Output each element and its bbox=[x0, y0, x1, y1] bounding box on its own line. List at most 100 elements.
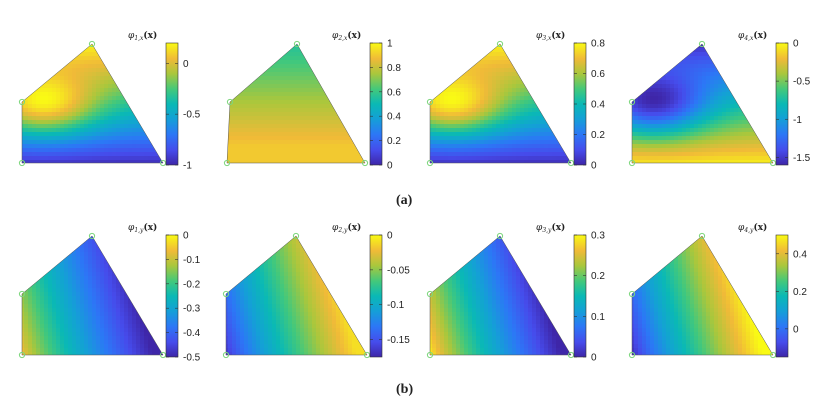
heatmap-cell bbox=[22, 136, 25, 141]
heatmap-cell bbox=[280, 124, 285, 129]
heatmap-cell bbox=[276, 68, 281, 73]
heatmap-cell bbox=[288, 80, 293, 85]
heatmap-cell bbox=[710, 156, 715, 161]
heatmap-cell bbox=[540, 56, 545, 61]
heatmap-cell bbox=[148, 236, 153, 241]
heatmap-cell bbox=[108, 44, 113, 49]
heatmap-cell bbox=[484, 56, 489, 61]
heatmap-cell bbox=[228, 156, 233, 161]
heatmap-cell bbox=[96, 44, 101, 45]
heatmap-cell bbox=[754, 88, 759, 93]
heatmap-cell bbox=[228, 76, 233, 81]
heatmap-cell bbox=[448, 112, 453, 117]
heatmap-cell bbox=[528, 156, 533, 161]
heatmap-cell bbox=[44, 156, 49, 161]
heatmap-cell bbox=[762, 44, 767, 49]
heatmap-cell bbox=[762, 92, 767, 97]
heatmap-cell bbox=[638, 104, 643, 109]
heatmap-cell bbox=[316, 84, 321, 89]
heatmap-cell bbox=[654, 72, 659, 77]
heatmap-cell bbox=[128, 56, 133, 61]
heatmap-cell bbox=[520, 108, 525, 113]
heatmap-cell bbox=[430, 60, 433, 65]
heatmap-cell bbox=[714, 104, 719, 109]
heatmap-cell bbox=[232, 80, 237, 85]
heatmap-cell bbox=[714, 140, 719, 145]
heatmap-cell bbox=[536, 128, 541, 133]
heatmap-cell bbox=[360, 164, 365, 169]
heatmap-cell bbox=[132, 124, 137, 129]
heatmap-cell bbox=[492, 140, 497, 145]
heatmap-cell bbox=[460, 164, 465, 169]
heatmap-cell bbox=[556, 116, 561, 121]
heatmap-cell bbox=[300, 140, 305, 145]
heatmap-cell bbox=[638, 92, 643, 97]
node-marker bbox=[18, 159, 26, 167]
heatmap-cell bbox=[40, 160, 45, 163]
heatmap-cell bbox=[148, 160, 153, 163]
heatmap-cell bbox=[48, 156, 53, 161]
heatmap-cell bbox=[160, 236, 163, 241]
heatmap-cell bbox=[746, 76, 751, 81]
heatmap-cell bbox=[440, 116, 445, 121]
heatmap-cell bbox=[240, 48, 245, 53]
heatmap-cell bbox=[504, 128, 509, 133]
heatmap-cell bbox=[632, 56, 635, 61]
heatmap-cell bbox=[448, 100, 453, 105]
heatmap-cell bbox=[634, 52, 639, 57]
heatmap-cell bbox=[308, 156, 313, 161]
heatmap-cell bbox=[88, 112, 93, 117]
heatmap-cell bbox=[670, 88, 675, 93]
heatmap-cell bbox=[770, 148, 773, 153]
heatmap-cell bbox=[758, 108, 763, 113]
heatmap-cell bbox=[544, 76, 549, 81]
heatmap-cell bbox=[344, 152, 349, 157]
heatmap-cell bbox=[32, 100, 37, 105]
heatmap-cell bbox=[288, 144, 293, 149]
heatmap-cell bbox=[256, 44, 261, 45]
heatmap-cell bbox=[476, 160, 481, 163]
heatmap-cell bbox=[568, 76, 571, 81]
heatmap-cell bbox=[512, 60, 517, 65]
heatmap-cell bbox=[436, 48, 441, 53]
heatmap-cell bbox=[642, 100, 647, 105]
heatmap-cell bbox=[252, 152, 257, 157]
heatmap-cell bbox=[136, 56, 141, 61]
heatmap-cell bbox=[124, 240, 129, 245]
heatmap-cell bbox=[528, 84, 533, 89]
heatmap-cell bbox=[670, 156, 675, 161]
heatmap-cell bbox=[268, 92, 273, 97]
heatmap-cell bbox=[68, 116, 73, 121]
heatmap-cell bbox=[348, 88, 353, 93]
heatmap-cell bbox=[244, 56, 249, 61]
heatmap-cell bbox=[758, 136, 763, 141]
heatmap-cell bbox=[112, 152, 117, 157]
heatmap-cell bbox=[642, 76, 647, 81]
heatmap-cell bbox=[694, 112, 699, 117]
heatmap-cell bbox=[710, 124, 715, 129]
heatmap-cell bbox=[272, 100, 277, 105]
heatmap-cell bbox=[360, 116, 365, 121]
heatmap-cell bbox=[124, 104, 129, 109]
heatmap-cell bbox=[646, 108, 651, 113]
heatmap-cell bbox=[280, 84, 285, 89]
heatmap-cell bbox=[556, 44, 561, 49]
heatmap-cell bbox=[100, 100, 105, 105]
heatmap-cell bbox=[332, 148, 337, 153]
heatmap-cell bbox=[674, 140, 679, 145]
heatmap-cell bbox=[160, 64, 163, 69]
heatmap-cell bbox=[272, 148, 277, 153]
heatmap-cell bbox=[132, 96, 137, 101]
heatmap-cell bbox=[714, 124, 719, 129]
heatmap-cell bbox=[316, 160, 321, 163]
heatmap-cell bbox=[496, 72, 501, 77]
heatmap-cell bbox=[120, 160, 125, 163]
heatmap-cell bbox=[742, 100, 747, 105]
heatmap-cell bbox=[444, 84, 449, 89]
heatmap-cell bbox=[124, 132, 129, 137]
heatmap-cell bbox=[540, 104, 545, 109]
heatmap-cell bbox=[492, 88, 497, 93]
heatmap-cell bbox=[492, 152, 497, 157]
heatmap-cell bbox=[240, 112, 245, 117]
heatmap-cell bbox=[112, 160, 117, 163]
